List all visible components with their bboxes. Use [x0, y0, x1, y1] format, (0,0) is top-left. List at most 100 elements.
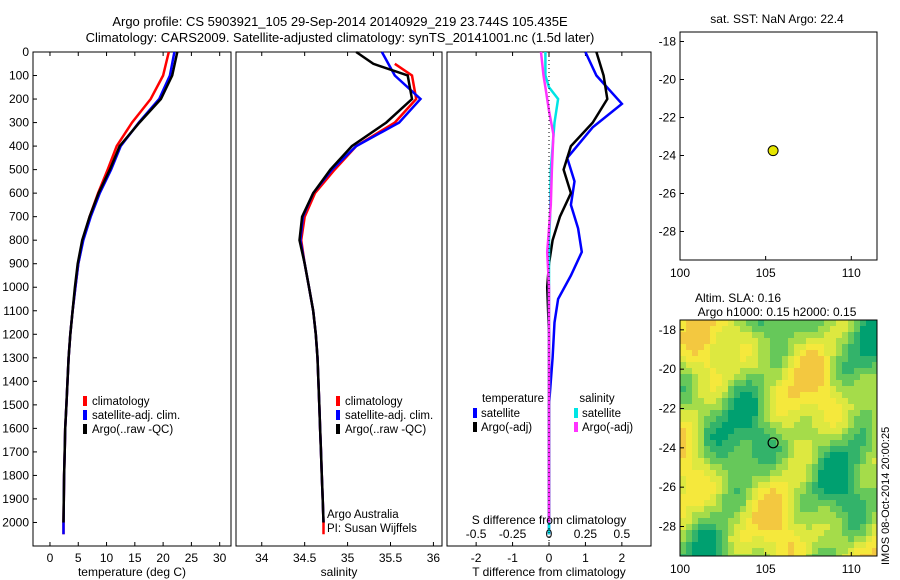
heatmap-cell [860, 350, 867, 357]
heatmap-cell [812, 428, 819, 435]
heatmap-cell [686, 518, 693, 525]
heatmap-cell [806, 428, 813, 435]
heatmap-cell [800, 440, 807, 447]
heatmap-cell [740, 452, 747, 459]
heatmap-cell [692, 392, 699, 399]
heatmap-cell [692, 500, 699, 507]
heatmap-cell [686, 320, 693, 327]
heatmap-cell [872, 440, 877, 447]
heatmap-cell [740, 344, 747, 351]
heatmap-cell [788, 422, 795, 429]
heatmap-cell [848, 350, 855, 357]
heatmap-cell [848, 494, 855, 501]
heatmap-cell [866, 458, 873, 465]
heatmap-cell [776, 404, 783, 411]
heatmap-cell [752, 440, 759, 447]
heatmap-cell [710, 542, 717, 549]
heatmap-cell [764, 518, 771, 525]
heatmap-cell [704, 362, 711, 369]
heatmap-cell [746, 518, 753, 525]
heatmap-cell [764, 440, 771, 447]
heatmap-cell [860, 344, 867, 351]
heatmap-cell [824, 500, 831, 507]
heatmap-cell [872, 446, 877, 453]
heatmap-cell [764, 542, 771, 549]
heatmap-cell [818, 488, 825, 495]
heatmap-cell [788, 362, 795, 369]
heatmap-cell [722, 380, 729, 387]
heatmap-cell [776, 428, 783, 435]
x-tick-label: 35.5 [379, 551, 403, 565]
heatmap-cell [770, 476, 777, 483]
heatmap-cell [824, 368, 831, 375]
heatmap-cell [698, 392, 705, 399]
heatmap-cell [794, 446, 801, 453]
heatmap-cell [746, 380, 753, 387]
heatmap-cell [722, 392, 729, 399]
heatmap-cell [776, 494, 783, 501]
heatmap-cell [788, 500, 795, 507]
heatmap-cell [680, 386, 687, 393]
heatmap-cell [860, 428, 867, 435]
heatmap-cell [848, 476, 855, 483]
heatmap-cell [788, 470, 795, 477]
heatmap-cell [782, 464, 789, 471]
heatmap-cell [872, 320, 877, 327]
heatmap-cell [746, 542, 753, 549]
heatmap-cell [722, 386, 729, 393]
heatmap-cell [728, 452, 735, 459]
heatmap-cell [824, 440, 831, 447]
heatmap-cell [818, 470, 825, 477]
heatmap-cell [722, 530, 729, 537]
heatmap-cell [692, 476, 699, 483]
heatmap-cell [752, 338, 759, 345]
heatmap-cell [806, 320, 813, 327]
heatmap-cell [716, 536, 723, 543]
heatmap-cell [746, 440, 753, 447]
heatmap-cell [764, 524, 771, 531]
heatmap-cell [830, 494, 837, 501]
heatmap-cell [770, 392, 777, 399]
heatmap-cell [848, 434, 855, 441]
heatmap-cell [692, 470, 699, 477]
heatmap-cell [698, 476, 705, 483]
heatmap-cell [776, 500, 783, 507]
heatmap-cell [728, 524, 735, 531]
heatmap-cell [830, 338, 837, 345]
heatmap-cell [686, 446, 693, 453]
heatmap-cell [860, 404, 867, 411]
heatmap-cell [788, 368, 795, 375]
heatmap-cell [794, 326, 801, 333]
y-tick-label: 400 [9, 139, 29, 153]
heatmap-cell [686, 470, 693, 477]
heatmap-cell [722, 434, 729, 441]
heatmap-cell [764, 398, 771, 405]
heatmap-cell [680, 338, 687, 345]
heatmap-cell [842, 464, 849, 471]
heatmap-cell [800, 536, 807, 543]
heatmap-cell [728, 356, 735, 363]
heatmap-cell [806, 476, 813, 483]
annotation-pi: PI: Susan Wijffels [327, 523, 417, 535]
heatmap-cell [830, 518, 837, 525]
heatmap-cell [842, 536, 849, 543]
heatmap-cell [842, 344, 849, 351]
heatmap-cell [794, 554, 801, 556]
heatmap-cell [848, 332, 855, 339]
heatmap-cell [854, 386, 861, 393]
heatmap-cell [770, 350, 777, 357]
heatmap-cell [680, 416, 687, 423]
heatmap-cell [836, 326, 843, 333]
heatmap-cell [716, 422, 723, 429]
heatmap-cell [854, 524, 861, 531]
heatmap-cell [692, 338, 699, 345]
heatmap-cell [734, 428, 741, 435]
heatmap-cell [782, 374, 789, 381]
y-tick-label: 800 [9, 233, 29, 247]
heatmap-cell [788, 458, 795, 465]
heatmap-cell [806, 422, 813, 429]
legend-swatch [83, 424, 87, 434]
heatmap-cell [782, 542, 789, 549]
heatmap-cell [830, 488, 837, 495]
heatmap-cell [704, 326, 711, 333]
